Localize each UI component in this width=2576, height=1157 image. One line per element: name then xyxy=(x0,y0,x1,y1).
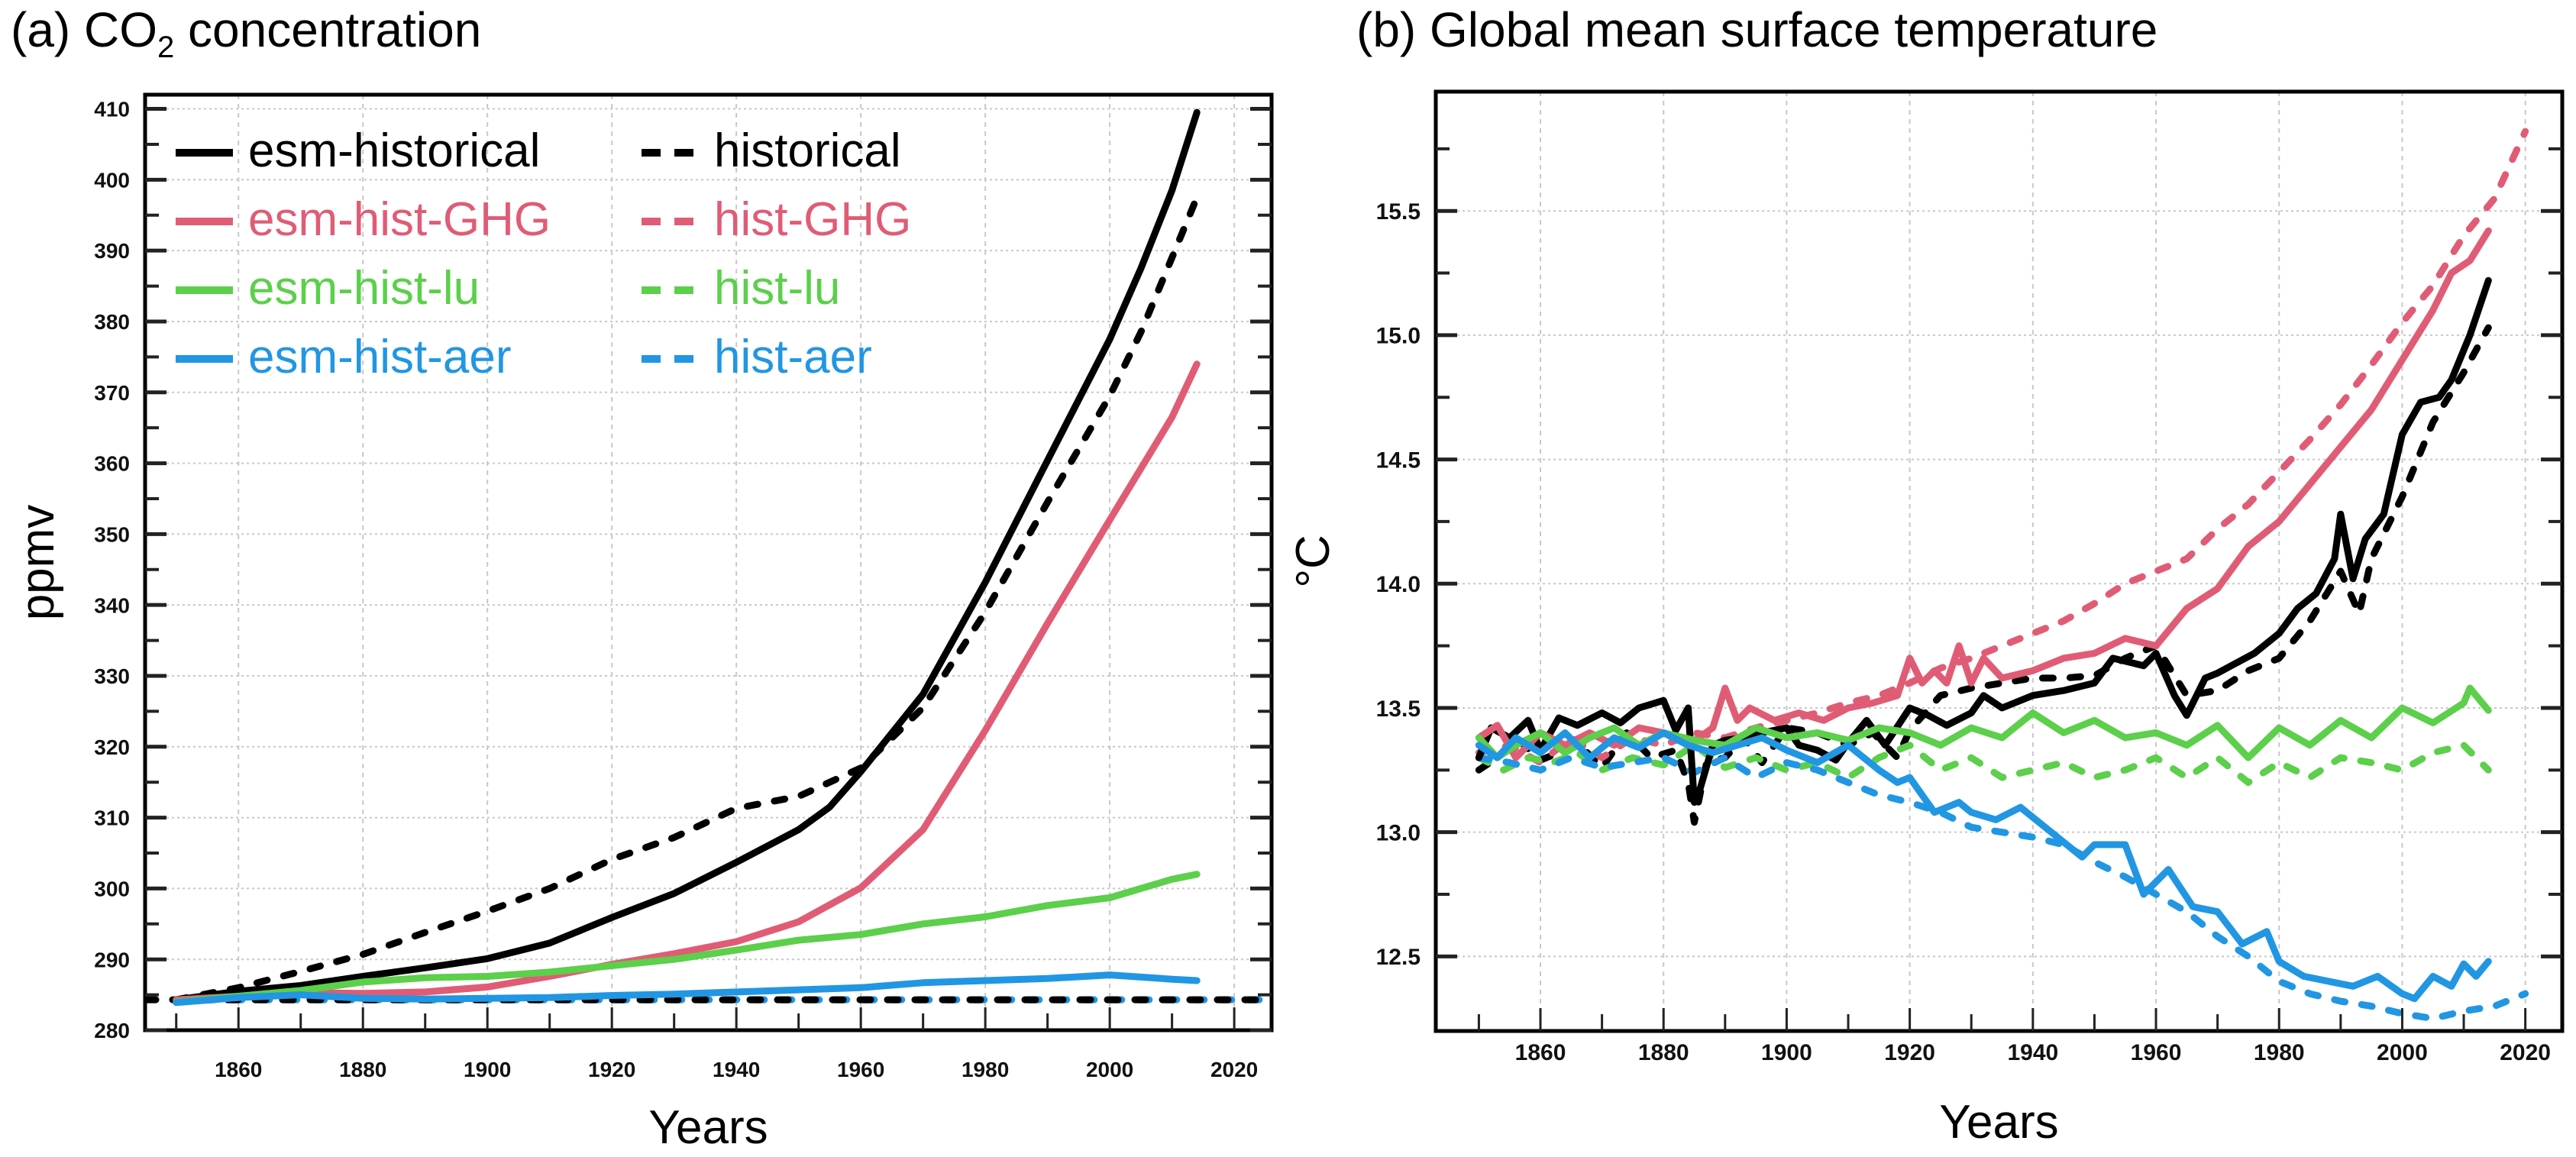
x-tick-label: 1860 xyxy=(215,1058,262,1081)
y-tick-label: 410 xyxy=(94,98,130,121)
legend-item: esm-hist-aer xyxy=(176,331,512,383)
y-tick-label: 12.5 xyxy=(1376,945,1421,970)
x-tick-label: 1940 xyxy=(713,1058,760,1081)
series-line-esm-hist-lu xyxy=(173,871,1201,1006)
y-tick-label: 340 xyxy=(94,593,130,617)
y-axis-title: °C xyxy=(1287,535,1340,588)
y-tick-label: 330 xyxy=(94,664,130,688)
series-line-esm-hist-aer xyxy=(173,971,1201,1007)
y-tick-label: 14.5 xyxy=(1376,448,1421,473)
x-tick-label: 2000 xyxy=(1086,1058,1133,1081)
y-tick-label: 280 xyxy=(94,1019,130,1042)
panel-b-title: (b) Global mean surface temperature xyxy=(1356,2,2158,57)
legend-label: esm-hist-GHG xyxy=(248,193,551,246)
x-tick-label: 1860 xyxy=(1515,1040,1566,1065)
y-tick-label: 390 xyxy=(94,239,130,263)
x-tick-label: 1940 xyxy=(2007,1040,2058,1065)
series-line-hist-aer xyxy=(1475,754,2529,1023)
y-tick-label: 310 xyxy=(94,806,130,830)
y-tick-label: 290 xyxy=(94,948,130,971)
x-tick-label: 1880 xyxy=(339,1058,386,1081)
x-axis-title: Years xyxy=(1939,1096,2058,1149)
legend-label: hist-aer xyxy=(714,331,872,383)
x-tick-label: 1900 xyxy=(464,1058,511,1081)
legend-label: hist-lu xyxy=(714,262,840,315)
x-tick-label: 1920 xyxy=(588,1058,635,1081)
series-line-hist-lu xyxy=(1475,742,2492,787)
y-tick-label: 300 xyxy=(94,877,130,900)
series-line-historical xyxy=(173,194,1201,1003)
panel-a-title: (a) CO2 concentration xyxy=(11,2,481,65)
legend-label: hist-GHG xyxy=(714,193,911,246)
x-tick-label: 2020 xyxy=(1210,1058,1258,1081)
panel-a-title-prefix: (a) CO xyxy=(11,2,157,57)
y-tick-label: 13.0 xyxy=(1376,820,1421,845)
series-line-esm-hist-aer xyxy=(1475,729,2492,1003)
legend-item: hist-lu xyxy=(642,262,840,315)
x-tick-label: 1960 xyxy=(2131,1040,2182,1065)
y-tick-label: 15.0 xyxy=(1376,324,1421,349)
y-tick-label: 350 xyxy=(94,522,130,546)
x-tick-label: 2000 xyxy=(2377,1040,2428,1065)
x-tick-label: 1920 xyxy=(1884,1040,1935,1065)
legend-item: esm-hist-GHG xyxy=(176,193,551,246)
panel-b-chart: 12.5 13.0 13.5 14.0 14.5 15.0 15.5 1860 1880 1900… xyxy=(1287,89,2565,1149)
panel-a-chart: 280 290 300 310 320 330 340 350 360 370 380 390 400 4… xyxy=(11,92,1274,1154)
legend-label: historical xyxy=(714,124,901,177)
x-tick-label: 1880 xyxy=(1638,1040,1689,1065)
series-line-esm-hist-ghg xyxy=(173,360,1201,1003)
legend-item: historical xyxy=(642,124,901,177)
series-group xyxy=(145,108,1272,1007)
y-tick-label: 360 xyxy=(94,452,130,476)
legend: esm-historical historical esm-hist-GHG hist… xyxy=(176,124,911,383)
x-axis-title: Years xyxy=(648,1101,768,1154)
series-line-esm-hist-ghg xyxy=(1475,227,2492,761)
y-tick-label: 14.0 xyxy=(1376,572,1421,597)
y-tick-label: 370 xyxy=(94,381,130,405)
x-tick-label: 1960 xyxy=(837,1058,884,1081)
series-line-historical xyxy=(1475,324,2492,826)
axes-frame xyxy=(1433,89,2565,1033)
legend-item: hist-GHG xyxy=(642,193,911,246)
y-axis-title: ppmv xyxy=(11,505,64,621)
y-tick-label: 380 xyxy=(94,310,130,334)
series-line-hist-ghg xyxy=(1475,128,2529,767)
y-tick-label: 13.5 xyxy=(1376,696,1421,722)
y-tick-label: 320 xyxy=(94,735,130,759)
legend-item: esm-hist-lu xyxy=(176,262,480,315)
panel-a-title-suffix: concentration xyxy=(174,2,482,57)
x-tick-label: 2020 xyxy=(2500,1040,2551,1065)
axes-frame xyxy=(143,92,1274,1033)
legend-label: esm-historical xyxy=(248,124,540,177)
legend-label: esm-hist-lu xyxy=(248,262,480,315)
x-tick-label: 1980 xyxy=(962,1058,1009,1081)
series-line-esm-hist-lu xyxy=(1475,684,2492,761)
series-line-esm-historical xyxy=(173,108,1201,1003)
x-tick-label: 1980 xyxy=(2254,1040,2305,1065)
legend-item: esm-historical xyxy=(176,124,540,177)
y-tick-label: 400 xyxy=(94,168,130,192)
x-tick-label: 1900 xyxy=(1761,1040,1812,1065)
legend-label: esm-hist-aer xyxy=(248,331,512,383)
series-group xyxy=(1475,128,2529,1023)
legend-item: hist-aer xyxy=(642,331,872,383)
series-line-esm-historical xyxy=(1475,276,2492,806)
panel-a-title-subscript: 2 xyxy=(157,30,175,64)
y-tick-label: 15.5 xyxy=(1376,199,1421,225)
